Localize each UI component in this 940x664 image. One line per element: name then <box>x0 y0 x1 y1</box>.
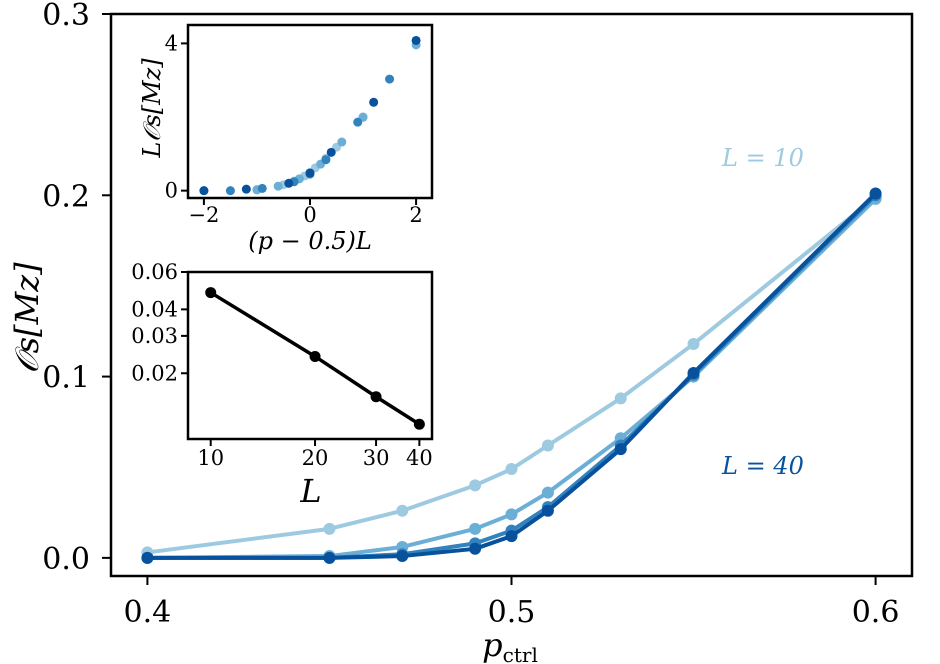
inset-scaling-point <box>309 350 321 362</box>
inset-collapse-panel: −2 0 2 0 4 (p − 0.5)L L𝒪s[Mz] <box>138 23 434 255</box>
inset-collapse-point <box>305 168 315 178</box>
inset-scaling-point <box>413 418 425 430</box>
inset-collapse-point <box>225 186 235 196</box>
inset-collapse-y-label: L𝒪s[Mz] <box>138 58 166 159</box>
main-ticks: 0.4 0.5 0.6 0.0 0.1 0.2 0.3 <box>42 0 899 630</box>
main-data-point <box>687 337 700 350</box>
inset-collapse-x-tick-label: 2 <box>409 203 422 227</box>
inset-collapse-point <box>199 186 209 196</box>
main-y-axis-label: 𝒪s[Mz] <box>8 262 46 374</box>
main-x-tick-label: 0.5 <box>488 595 536 630</box>
inset-collapse-x-tick-label: −2 <box>188 203 219 227</box>
inset-scaling-y-tick-label: 0.02 <box>131 361 178 385</box>
inset-scaling-x-tick-label: 10 <box>197 446 224 470</box>
main-data-point <box>396 550 409 563</box>
inset-scaling-y-tick-label: 0.06 <box>131 260 178 284</box>
inset-collapse-point <box>353 117 363 127</box>
main-data-point <box>614 443 627 456</box>
inset-collapse-ticks: −2 0 2 0 4 <box>165 31 423 227</box>
annotation-l10: L = 10 <box>721 144 804 172</box>
inset-collapse-point <box>257 183 267 193</box>
inset-scaling-x-tick-label: 20 <box>302 446 329 470</box>
main-x-axis-label: pctrl <box>482 626 538 664</box>
main-data-point <box>469 479 482 492</box>
inset-scaling-point <box>205 287 217 299</box>
main-data-point <box>614 392 627 405</box>
inset-scaling-y-tick-label: 0.04 <box>131 297 178 321</box>
inset-collapse-point <box>321 155 331 165</box>
main-data-point <box>469 522 482 535</box>
main-data-point <box>541 504 554 517</box>
inset-scaling-line <box>209 291 421 426</box>
inset-scaling-x-tick-label: 40 <box>406 446 433 470</box>
inset-collapse-point <box>411 35 421 45</box>
inset-collapse-x-tick-label: 0 <box>303 203 316 227</box>
main-data-point <box>687 366 700 379</box>
main-data-point <box>541 486 554 499</box>
inset-collapse-point <box>241 184 251 194</box>
inset-scaling-y-tick-label: 0.03 <box>131 324 178 348</box>
main-y-tick-label: 0.3 <box>42 0 90 33</box>
main-data-point <box>323 522 336 535</box>
main-data-point <box>541 439 554 452</box>
inset-collapse-x-label: (p − 0.5)L <box>248 227 372 255</box>
inset-collapse-point <box>385 74 395 84</box>
main-data-point <box>469 542 482 555</box>
main-y-tick-label: 0.0 <box>42 542 90 577</box>
inset-collapse-points <box>199 35 421 196</box>
main-x-tick-label: 0.6 <box>852 595 900 630</box>
inset-collapse-point <box>326 147 336 157</box>
main-data-point <box>141 551 154 564</box>
main-data-point <box>323 551 336 564</box>
main-data-point <box>505 463 518 476</box>
inset-scaling-x-label: L <box>299 472 321 510</box>
main-data-point <box>505 530 518 543</box>
inset-collapse-point <box>369 97 379 107</box>
main-data-point <box>869 187 882 200</box>
inset-scaling-ticks: 10 20 30 40 0.02 0.03 0.04 0.06 <box>131 260 433 470</box>
main-panel: 0.4 0.5 0.6 0.0 0.1 0.2 0.3 pctrl 𝒪s[Mz] L = 1… <box>8 0 914 664</box>
inset-collapse-y-tick-label: 4 <box>165 31 178 55</box>
inset-collapse-point <box>337 137 347 147</box>
inset-scaling-x-tick-label: 30 <box>363 446 390 470</box>
inset-collapse-point <box>284 178 294 188</box>
inset-collapse-point <box>273 181 283 191</box>
inset-scaling-panel: 10 20 30 40 0.02 0.03 0.04 0.06 L <box>131 260 434 510</box>
main-data-point <box>396 504 409 517</box>
main-y-tick-label: 0.2 <box>42 179 90 214</box>
main-series <box>141 187 882 564</box>
main-data-point <box>505 508 518 521</box>
inset-collapse-y-tick-label: 0 <box>165 179 178 203</box>
inset-scaling-point <box>370 391 382 403</box>
main-y-tick-label: 0.1 <box>42 361 90 396</box>
main-x-tick-label: 0.4 <box>124 595 172 630</box>
inset-scaling-series <box>205 287 425 430</box>
annotation-l40: L = 40 <box>721 452 804 480</box>
